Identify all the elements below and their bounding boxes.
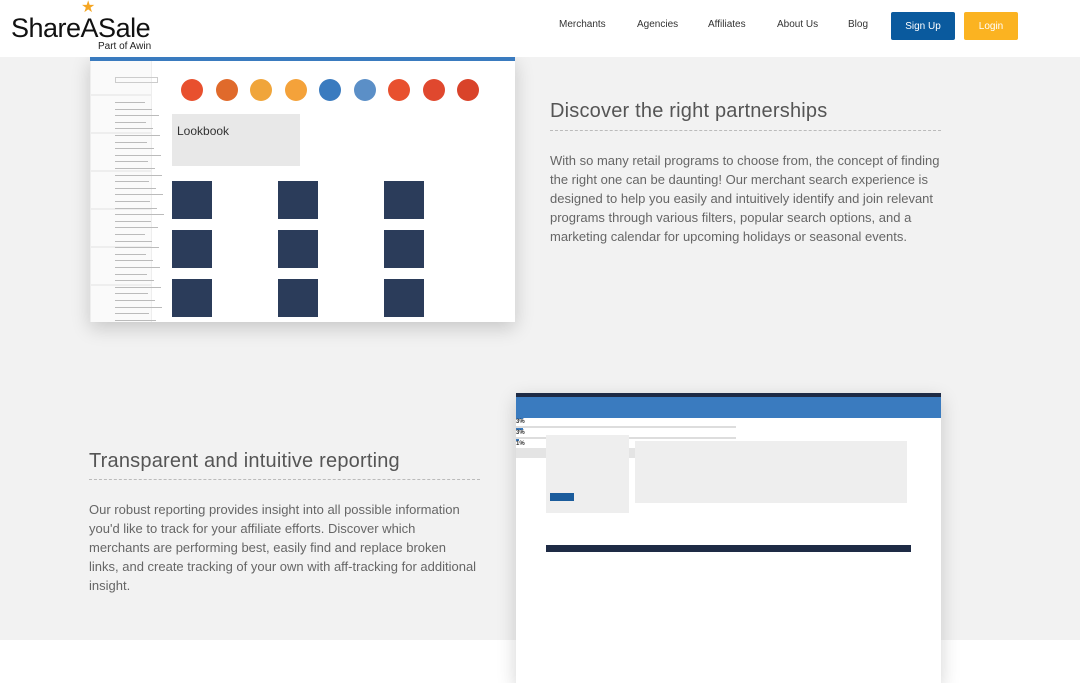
bar-fill bbox=[516, 439, 519, 441]
category-icon bbox=[284, 79, 307, 101]
category-item bbox=[115, 161, 148, 163]
category-item bbox=[115, 220, 151, 222]
category-item bbox=[115, 102, 145, 103]
screenshot-nav-bar bbox=[516, 397, 941, 418]
screenshot-search-box bbox=[115, 77, 158, 83]
merchant-card bbox=[90, 133, 152, 171]
category-icon bbox=[319, 79, 341, 101]
category-item bbox=[115, 115, 159, 117]
merchant-card bbox=[90, 95, 152, 133]
table-header bbox=[546, 545, 911, 552]
category-item bbox=[115, 194, 163, 196]
category-item bbox=[115, 240, 152, 242]
bar-track bbox=[516, 426, 736, 428]
category-item bbox=[115, 141, 147, 143]
site-header: ★ ShareASale Part of Awin Merchants Agen… bbox=[0, 0, 1080, 57]
category-item bbox=[115, 319, 156, 321]
category-item bbox=[115, 280, 154, 282]
category-item bbox=[115, 207, 157, 209]
category-item bbox=[115, 293, 148, 295]
category-item bbox=[115, 234, 145, 235]
category-item bbox=[115, 267, 160, 268]
section-title: Transparent and intuitive reporting bbox=[89, 450, 400, 472]
category-icon bbox=[250, 79, 272, 101]
divider bbox=[550, 130, 941, 131]
commission-chart-panel bbox=[635, 441, 907, 503]
category-item bbox=[115, 286, 161, 288]
merchant-card-image bbox=[384, 230, 424, 268]
screenshot-top-bar bbox=[90, 57, 515, 61]
category-item bbox=[115, 108, 152, 110]
bar-fill bbox=[516, 417, 523, 419]
merchant-card-image bbox=[278, 279, 318, 317]
merchant-card-image bbox=[172, 230, 212, 268]
bar-fill bbox=[516, 428, 523, 430]
lookbook-title: Lookbook bbox=[177, 124, 230, 138]
merchant-card-image bbox=[172, 279, 212, 317]
category-icon bbox=[215, 79, 238, 101]
filter-button bbox=[550, 493, 574, 501]
section-body: With so many retail programs to choose f… bbox=[550, 153, 940, 244]
nav-about-us[interactable]: About Us bbox=[777, 19, 819, 30]
merchant-card bbox=[90, 171, 152, 209]
category-icon bbox=[181, 79, 203, 101]
section-title: Discover the right partnerships bbox=[550, 100, 828, 122]
nav-merchants[interactable]: Merchants bbox=[559, 19, 606, 30]
section-body: Our robust reporting provides insight in… bbox=[89, 502, 477, 593]
category-icon bbox=[422, 79, 445, 101]
screenshot-top-bar bbox=[516, 393, 941, 397]
nav-agencies[interactable]: Agencies bbox=[637, 19, 679, 30]
category-item bbox=[115, 260, 153, 262]
category-item bbox=[115, 187, 156, 189]
category-item bbox=[115, 273, 147, 275]
nav-affiliates[interactable]: Affiliates bbox=[708, 19, 746, 30]
merchant-card-image bbox=[172, 181, 212, 219]
merchant-card bbox=[90, 285, 152, 322]
category-item bbox=[115, 253, 146, 255]
filter-panel bbox=[546, 435, 629, 513]
merchant-card bbox=[90, 57, 152, 95]
merchant-card-image bbox=[384, 279, 424, 317]
sign-up-button[interactable]: Sign Up bbox=[891, 12, 955, 40]
category-item bbox=[115, 300, 155, 301]
category-item bbox=[115, 214, 164, 216]
category-item bbox=[115, 121, 146, 123]
category-item bbox=[115, 154, 161, 156]
category-icon bbox=[353, 79, 376, 101]
bar-percent: 3% bbox=[516, 430, 525, 436]
category-item bbox=[115, 174, 162, 176]
category-item bbox=[115, 247, 159, 249]
merchant-search-screenshot: Lookbook bbox=[90, 57, 515, 322]
shareasale-logo[interactable]: ★ ShareASale Part of Awin bbox=[11, 0, 152, 52]
bar-percent: 3% bbox=[516, 419, 525, 425]
lookbook-banner: Lookbook bbox=[172, 114, 300, 166]
star-icon: ★ bbox=[81, 0, 96, 16]
divider bbox=[89, 479, 480, 480]
merchant-card-image bbox=[278, 230, 318, 268]
category-item bbox=[115, 128, 153, 130]
category-item bbox=[115, 227, 158, 229]
category-item bbox=[115, 181, 149, 183]
category-item bbox=[115, 313, 149, 315]
merchant-card bbox=[90, 247, 152, 285]
category-icon bbox=[388, 79, 410, 101]
category-item bbox=[115, 148, 154, 150]
merchant-card-image bbox=[278, 181, 318, 219]
category-icon bbox=[457, 79, 479, 101]
reporting-screenshot: 60%33%3%3%1% bbox=[516, 393, 941, 683]
category-item bbox=[115, 135, 160, 136]
nav-blog[interactable]: Blog bbox=[848, 19, 869, 30]
bar-percent: 1% bbox=[516, 441, 525, 447]
category-item bbox=[115, 168, 155, 169]
category-item bbox=[115, 201, 150, 202]
login-button[interactable]: Login bbox=[964, 12, 1018, 40]
category-item bbox=[115, 306, 162, 308]
merchant-card-image bbox=[384, 181, 424, 219]
